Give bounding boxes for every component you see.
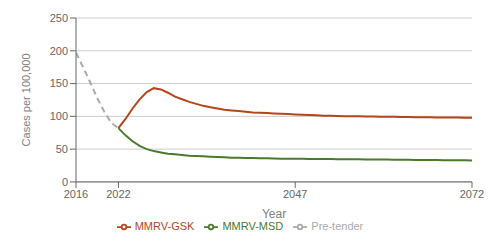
- svg-text:200: 200: [50, 45, 68, 57]
- svg-text:Cases per 100,000: Cases per 100,000: [20, 53, 32, 146]
- html-text:Pre-tender: Pre-tender: [311, 219, 364, 232]
- svg-text:250: 250: [50, 12, 68, 24]
- svg-text:150: 150: [50, 77, 68, 89]
- svg-text:2072: 2072: [460, 188, 484, 200]
- svg-text:0: 0: [62, 176, 68, 188]
- svg-text:50: 50: [56, 143, 68, 155]
- html-text:MMRV-MSD: MMRV-MSD: [222, 219, 284, 232]
- svg-text:100: 100: [50, 110, 68, 122]
- svg-text:2022: 2022: [106, 188, 130, 200]
- svg-text:2047: 2047: [283, 188, 307, 200]
- html-text:MMRV-GSK: MMRV-GSK: [134, 219, 195, 232]
- svg-text:Year: Year: [262, 207, 286, 221]
- svg-text:2016: 2016: [64, 188, 88, 200]
